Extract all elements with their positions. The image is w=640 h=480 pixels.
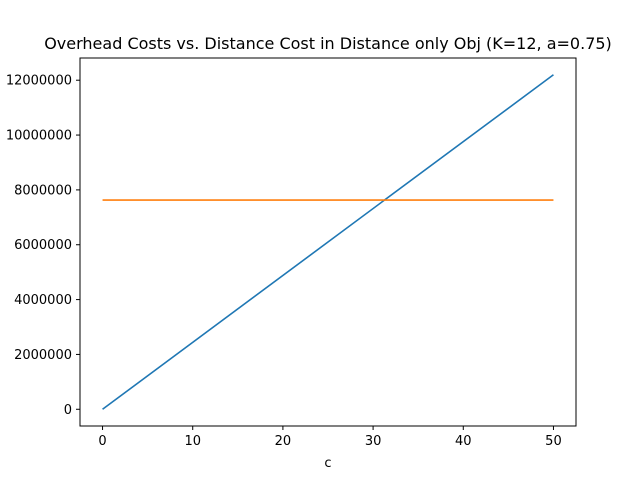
y-tick-label-4: 8000000 [14,183,72,198]
y-tick-label-1: 2000000 [14,348,72,363]
x-axis-label: c [324,456,331,471]
x-tick-label-5: 50 [545,434,562,449]
chart-title: Overhead Costs vs. Distance Cost in Dist… [44,34,612,53]
x-tick-label-0: 0 [98,434,106,449]
series-line-1 [102,74,554,410]
x-tick-label-2: 20 [275,434,292,449]
axes-frame [79,57,577,427]
y-tick-label-3: 6000000 [14,238,72,253]
y-tick-label-6: 12000000 [6,74,72,89]
y-tick-label-5: 10000000 [6,129,72,144]
y-tick-label-2: 4000000 [14,293,72,308]
x-tick-label-3: 30 [365,434,382,449]
y-tick-label-0: 0 [64,403,72,418]
plot-area: 0 10 20 30 40 50 0 2000000 4000000 6000000 8000000… [6,57,577,449]
x-tick-label-1: 10 [184,434,201,449]
x-tick-label-4: 40 [455,434,472,449]
